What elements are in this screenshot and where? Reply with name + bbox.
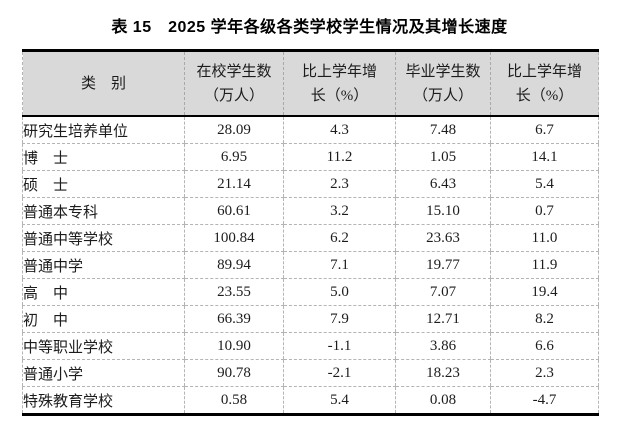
col-header-graduates-growth-line1: 比上学年增: [506, 63, 582, 80]
table-row: 普通中学 89.94 7.1 19.77 11.9: [22, 251, 599, 279]
row-value-graduates: 0.08: [395, 386, 491, 415]
row-label: 中等职业学校: [22, 332, 185, 360]
row-label: 普通小学: [22, 359, 185, 387]
row-label: 普通本专科: [22, 197, 185, 225]
row-value-graduates-growth: 19.4: [490, 278, 599, 306]
row-value-enrolled-growth: 6.2: [283, 224, 396, 252]
row-value-enrolled: 21.14: [184, 170, 284, 198]
row-value-enrolled: 6.95: [184, 143, 284, 171]
row-value-enrolled: 0.58: [184, 386, 284, 415]
row-value-enrolled-growth: -2.1: [283, 359, 396, 387]
table-body: 研究生培养单位 28.09 4.3 7.48 6.7 博 士 6.95 11.2 1.05 14.…: [22, 116, 599, 415]
table-row: 中等职业学校 10.90 -1.1 3.86 6.6: [22, 332, 599, 360]
col-header-category: 类 别: [22, 50, 185, 117]
col-header-graduates-line2: （万人）: [412, 87, 473, 104]
row-value-graduates: 1.05: [395, 143, 491, 171]
row-value-graduates-growth: 5.4: [490, 170, 599, 198]
row-value-graduates: 7.07: [395, 278, 491, 306]
row-value-graduates: 18.23: [395, 359, 491, 387]
row-label: 高 中: [22, 278, 185, 306]
row-value-enrolled: 60.61: [184, 197, 284, 225]
row-value-enrolled-growth: -1.1: [283, 332, 396, 360]
table-row: 硕 士 21.14 2.3 6.43 5.4: [22, 170, 599, 198]
row-value-enrolled: 90.78: [184, 359, 284, 387]
col-header-graduates-growth-line2: 长（%）: [515, 87, 574, 104]
col-header-graduates-line1: 毕业学生数: [405, 63, 481, 80]
col-header-enrolled: 在校学生数 （万人）: [184, 50, 284, 117]
col-header-enrolled-line2: （万人）: [203, 87, 264, 104]
table-row: 特殊教育学校 0.58 5.4 0.08 -4.7: [23, 386, 599, 415]
table-row: 高 中 23.55 5.0 7.07 19.4: [22, 278, 599, 306]
col-header-category-label: 类 别: [80, 75, 126, 92]
col-header-enrolled-growth-line1: 比上学年增: [301, 63, 377, 80]
col-header-graduates-growth: 比上学年增 长（%）: [490, 50, 599, 117]
row-value-graduates: 23.63: [395, 224, 491, 252]
row-label: 研究生培养单位: [22, 116, 185, 144]
col-header-enrolled-growth-line2: 长（%）: [310, 87, 369, 104]
table-row: 普通本专科 60.61 3.2 15.10 0.7: [22, 197, 599, 225]
row-value-enrolled: 10.90: [184, 332, 284, 360]
row-value-enrolled-growth: 7.1: [283, 251, 396, 279]
row-value-graduates-growth: 11.9: [490, 251, 599, 279]
row-value-enrolled: 89.94: [184, 251, 284, 279]
row-value-graduates: 7.48: [395, 116, 491, 144]
row-value-graduates-growth: 6.7: [490, 116, 599, 144]
col-header-enrolled-line1: 在校学生数: [196, 63, 272, 80]
row-value-graduates-growth: 6.6: [490, 332, 599, 360]
row-value-enrolled-growth: 3.2: [283, 197, 396, 225]
row-value-enrolled-growth: 5.0: [283, 278, 396, 306]
table-row: 普通中等学校 100.84 6.2 23.63 11.0: [22, 224, 599, 252]
row-value-graduates-growth: 11.0: [490, 224, 599, 252]
row-value-graduates: 3.86: [395, 332, 491, 360]
row-label: 特殊教育学校: [23, 393, 114, 410]
table-row: 博 士 6.95 11.2 1.05 14.1: [22, 143, 599, 171]
row-label: 硕 士: [22, 170, 185, 198]
table-row: 普通小学 90.78 -2.1 18.23 2.3: [22, 359, 599, 387]
row-value-graduates: 12.71: [395, 305, 491, 333]
row-label: 普通中学: [22, 251, 185, 279]
row-value-enrolled-growth: 11.2: [283, 143, 396, 171]
row-value-enrolled-growth: 2.3: [283, 170, 396, 198]
col-header-graduates: 毕业学生数 （万人）: [395, 50, 491, 117]
row-value-graduates: 15.10: [395, 197, 491, 225]
table-row: 初 中 66.39 7.9 12.71 8.2: [22, 305, 599, 333]
row-value-enrolled: 28.09: [184, 116, 284, 144]
row-value-enrolled: 100.84: [184, 224, 284, 252]
table-caption: 表 15 2025 学年各级各类学校学生情况及其增长速度: [111, 19, 508, 36]
row-value-graduates: 19.77: [395, 251, 491, 279]
row-label: 博 士: [22, 143, 185, 171]
row-label: 初 中: [22, 305, 185, 333]
row-value-enrolled-growth: 5.4: [283, 386, 396, 415]
row-value-graduates-growth: 8.2: [490, 305, 599, 333]
students-statistics-table: 类 别 在校学生数 （万人） 比上学年增 长（%） 毕业学生数 （万人） 比上学…: [22, 49, 599, 416]
table-row: 研究生培养单位 28.09 4.3 7.48 6.7: [22, 116, 599, 144]
table-header: 类 别 在校学生数 （万人） 比上学年增 长（%） 毕业学生数 （万人） 比上学…: [22, 50, 599, 117]
row-value-enrolled: 66.39: [184, 305, 284, 333]
row-value-graduates-growth: 14.1: [490, 143, 599, 171]
row-value-graduates-growth: 0.7: [490, 197, 599, 225]
row-value-enrolled-growth: 4.3: [283, 116, 396, 144]
row-value-enrolled: 23.55: [184, 278, 284, 306]
row-value-graduates-growth: -4.7: [490, 386, 599, 415]
header-row: 类 别 在校学生数 （万人） 比上学年增 长（%） 毕业学生数 （万人） 比上学…: [22, 50, 599, 117]
row-value-graduates: 6.43: [395, 170, 491, 198]
col-header-enrolled-growth: 比上学年增 长（%）: [283, 50, 396, 117]
row-label: 普通中等学校: [22, 224, 185, 252]
row-value-graduates-growth: 2.3: [490, 359, 599, 387]
row-value-enrolled-growth: 7.9: [283, 305, 396, 333]
